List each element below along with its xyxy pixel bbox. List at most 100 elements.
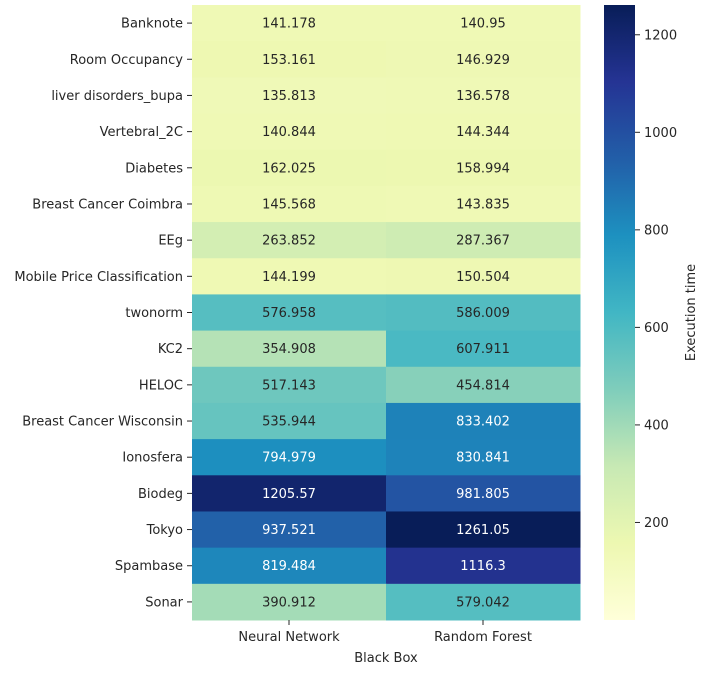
heatmap-cell xyxy=(192,5,387,42)
colorbar-label: Execution time xyxy=(684,264,699,361)
cell-value-label: 390.912 xyxy=(262,595,316,610)
heatmap-cell xyxy=(192,330,387,368)
heatmap-cell xyxy=(192,77,387,115)
cell-value-label: 136.578 xyxy=(456,89,510,104)
cell-value-label: 287.367 xyxy=(456,234,510,249)
cell-value-label: 144.199 xyxy=(262,270,316,285)
colorbar-tick-label: 200 xyxy=(644,516,669,531)
cell-value-label: 819.484 xyxy=(262,559,316,574)
row-tick-label: HELOC xyxy=(139,378,183,393)
heatmap-cell xyxy=(386,547,581,585)
row-tick-label: Banknote xyxy=(121,17,183,32)
heatmap-cell xyxy=(192,149,387,187)
row-tick-label: Spambase xyxy=(115,559,183,574)
cell-value-label: 141.178 xyxy=(262,17,316,32)
column-axis: Neural Network Random Forest xyxy=(238,620,532,645)
cell-value-label: 981.805 xyxy=(456,487,510,502)
heatmap-cell xyxy=(386,294,581,332)
cell-value-label: 579.042 xyxy=(456,595,510,610)
heatmap-cell xyxy=(192,113,387,151)
heatmap-cell xyxy=(192,547,387,585)
heatmap-cell xyxy=(192,583,387,621)
cell-value-label: 158.994 xyxy=(456,161,510,176)
cell-value-label: 586.009 xyxy=(456,306,510,321)
heatmap-cell xyxy=(192,366,387,404)
cell-value-label: 454.814 xyxy=(456,378,510,393)
row-axis: Banknote Room Occupancy liver disorders_bu… xyxy=(14,17,192,610)
cell-value-label: 937.521 xyxy=(262,523,316,538)
cell-value-label: 153.161 xyxy=(262,53,316,68)
heatmap-cell xyxy=(386,511,581,549)
row-tick-label: twonorm xyxy=(125,306,183,321)
heatmap-cell xyxy=(192,41,387,78)
cell-value-label: 833.402 xyxy=(456,415,510,430)
heatmap-cell xyxy=(386,149,581,187)
row-tick-label: Diabetes xyxy=(125,161,183,176)
row-tick-label: Room Occupancy xyxy=(70,53,184,68)
column-tick-label: Neural Network xyxy=(238,630,340,645)
heatmap-cell xyxy=(192,511,387,549)
heatmap-cell xyxy=(192,402,387,440)
cell-value-label: 535.944 xyxy=(262,415,316,430)
cell-value-label: 517.143 xyxy=(262,378,316,393)
row-tick-label: KC2 xyxy=(158,342,183,357)
cell-value-label: 135.813 xyxy=(262,89,316,104)
heatmap-cell xyxy=(192,222,387,259)
heatmap-cell xyxy=(386,5,581,42)
cell-value-label: 145.568 xyxy=(262,197,316,212)
heatmap-cell xyxy=(386,185,581,223)
x-axis-label: Black Box xyxy=(354,651,418,666)
cell-value-label: 1261.05 xyxy=(456,523,510,538)
heatmap-cell xyxy=(386,77,581,115)
row-tick-label: Sonar xyxy=(145,595,183,610)
cell-value-label: 146.929 xyxy=(456,53,510,68)
colorbar-tick-label: 1200 xyxy=(644,28,677,43)
colorbar-gradient xyxy=(604,5,635,620)
heatmap-cell xyxy=(386,439,581,476)
heatmap-cell-labels: 141.178 140.95 153.161 146.929 135.813 136.57… xyxy=(262,17,510,611)
row-tick-label: Ionosfera xyxy=(122,451,183,466)
row-tick-label: liver disorders_bupa xyxy=(51,89,183,104)
colorbar-tick-label: 600 xyxy=(644,321,669,336)
heatmap-cell xyxy=(386,366,581,404)
cell-value-label: 794.979 xyxy=(262,451,316,466)
row-tick-label: Breast Cancer Wisconsin xyxy=(22,415,183,430)
row-tick-label: Vertebral_2C xyxy=(100,125,183,140)
heatmap-cell xyxy=(386,475,581,512)
cell-value-label: 607.911 xyxy=(456,342,510,357)
colorbar-tick-label: 1000 xyxy=(644,126,677,141)
cell-value-label: 150.504 xyxy=(456,270,510,285)
heatmap-cell xyxy=(192,475,387,512)
cell-value-label: 1116.3 xyxy=(460,559,506,574)
row-tick-label: Tokyo xyxy=(146,523,183,538)
heatmap-cell xyxy=(386,583,581,621)
column-tick-label: Random Forest xyxy=(434,630,532,645)
cell-value-label: 162.025 xyxy=(262,161,316,176)
cell-value-label: 1205.57 xyxy=(262,487,316,502)
heatmap-cell xyxy=(192,294,387,332)
cell-value-label: 144.344 xyxy=(456,125,510,140)
colorbar-tick-label: 800 xyxy=(644,223,669,238)
row-tick-label: Biodeg xyxy=(138,487,183,502)
cell-value-label: 263.852 xyxy=(262,234,316,249)
heatmap-cell xyxy=(386,41,581,78)
heatmap-cells xyxy=(192,5,581,621)
cell-value-label: 830.841 xyxy=(456,451,510,466)
row-tick-label: Mobile Price Classification xyxy=(14,270,183,285)
cell-value-label: 576.958 xyxy=(262,306,316,321)
colorbar: 200 400 600 800 1000 1200 Execution time xyxy=(604,5,699,620)
cell-value-label: 354.908 xyxy=(262,342,316,357)
row-tick-label: Breast Cancer Coimbra xyxy=(32,197,183,212)
heatmap-cell xyxy=(192,185,387,223)
row-tick-label: EEg xyxy=(158,234,183,249)
colorbar-tick-label: 400 xyxy=(644,418,669,433)
heatmap-cell xyxy=(386,113,581,151)
cell-value-label: 143.835 xyxy=(456,197,510,212)
heatmap-cell xyxy=(386,222,581,259)
heatmap-cell xyxy=(386,402,581,440)
cell-value-label: 140.95 xyxy=(460,17,506,32)
cell-value-label: 140.844 xyxy=(262,125,316,140)
heatmap-cell xyxy=(192,258,387,295)
heatmap-cell xyxy=(386,258,581,295)
